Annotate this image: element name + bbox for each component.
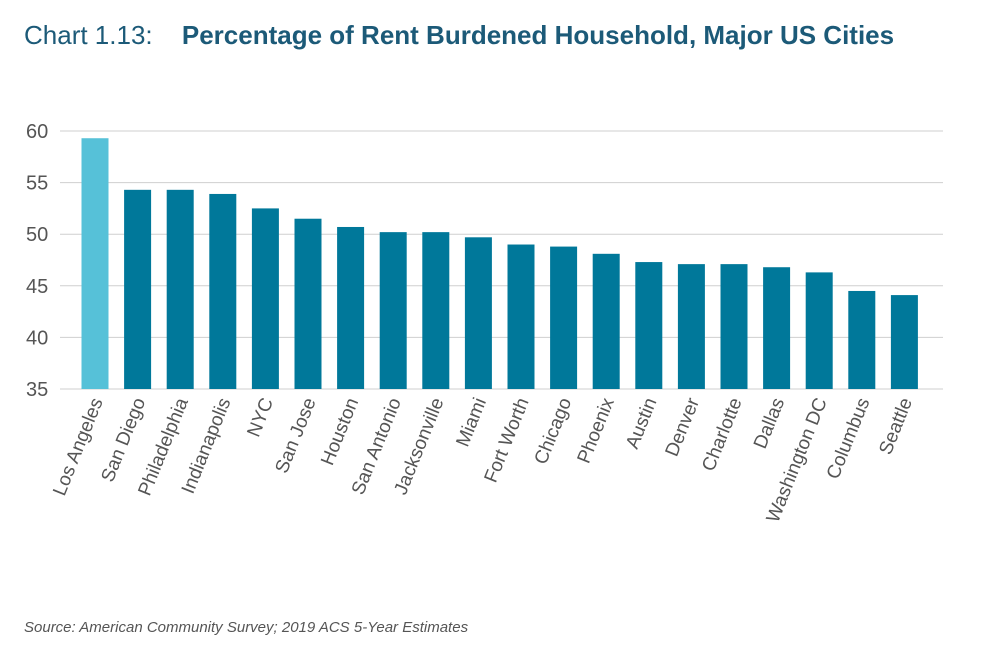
bar (890, 295, 918, 389)
x-category-label: Charlotte (698, 395, 746, 474)
y-axis-ticks: 35 40 45 50 55 60 (26, 121, 48, 401)
bars (81, 138, 918, 389)
bar (848, 290, 876, 389)
gridlines (60, 130, 943, 390)
y-tick-label: 35 (26, 379, 48, 401)
x-category-label: Denver (662, 394, 705, 459)
bar (379, 232, 407, 389)
source-note: Source: American Community Survey; 2019 … (24, 619, 469, 636)
x-category-label: Dallas (750, 395, 789, 452)
y-tick-label: 40 (26, 327, 48, 349)
bar (763, 267, 791, 389)
bar (507, 244, 535, 389)
chart-title: Chart 1.13: Percentage of Rent Burdened … (24, 20, 894, 51)
bar (251, 208, 279, 389)
bar (550, 246, 578, 389)
bar (592, 253, 620, 389)
x-category-label: Los Angeles (49, 395, 107, 499)
x-category-label: Phoenix (574, 395, 619, 467)
bar (337, 226, 365, 389)
bar (635, 262, 663, 389)
x-category-label: Miami (453, 395, 491, 450)
y-tick-label: 60 (26, 121, 48, 143)
x-category-label: NYC (244, 395, 279, 440)
y-tick-label: 50 (26, 224, 48, 246)
x-category-label: Chicago (531, 395, 577, 468)
chart-title-text: Percentage of Rent Burdened Household, M… (181, 20, 895, 50)
chart-number-label: Chart 1.13: (24, 20, 153, 50)
bar (81, 138, 109, 389)
bar (166, 189, 194, 389)
bar (677, 264, 705, 389)
x-category-label: Houston (317, 395, 363, 468)
x-category-label: Columbus (823, 395, 875, 482)
bar (209, 193, 237, 389)
bar (422, 232, 450, 389)
y-tick-label: 55 (26, 173, 48, 195)
bar (805, 272, 833, 389)
y-tick-label: 45 (26, 276, 48, 298)
bar (294, 218, 322, 389)
bar (720, 264, 748, 389)
bar (124, 189, 152, 389)
x-category-label: Austin (622, 395, 661, 452)
bar (464, 237, 492, 389)
x-category-label: San Jose (271, 395, 320, 476)
x-category-label: Seattle (875, 395, 917, 458)
